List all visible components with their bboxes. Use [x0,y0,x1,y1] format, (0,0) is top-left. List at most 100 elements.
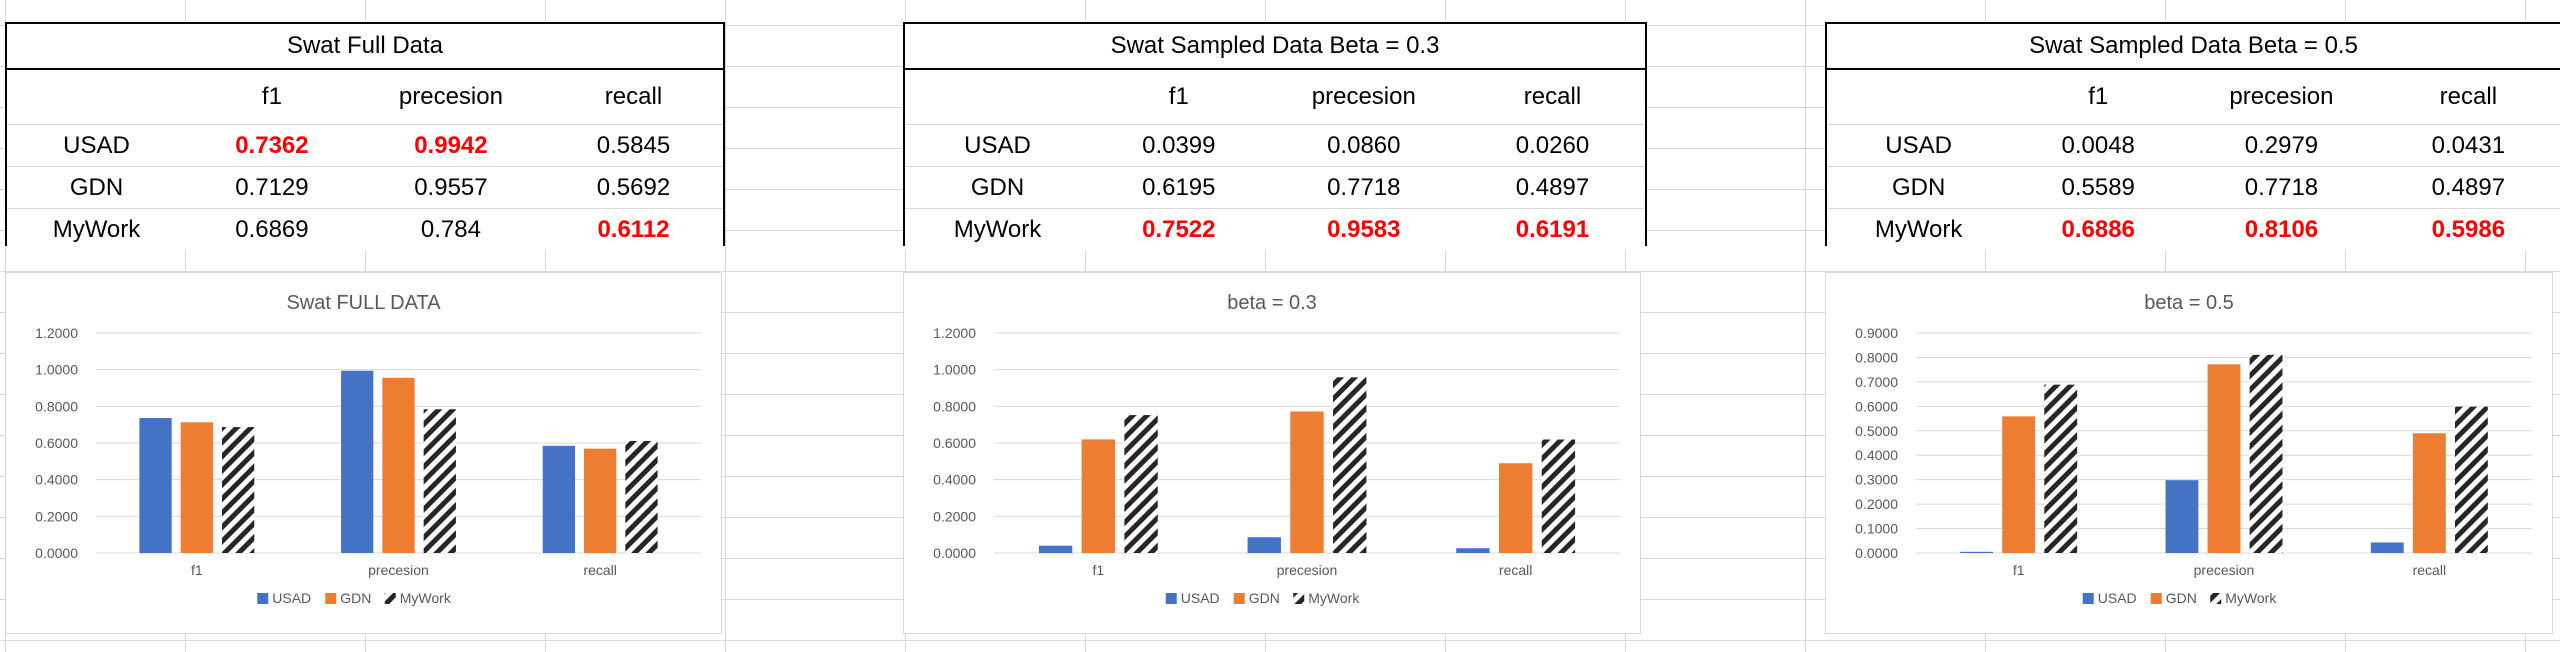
bar-usad [2370,542,2404,553]
table-row: USAD 0.7362 0.9942 0.5845 [7,125,723,167]
chart-beta-0-3: beta = 0.3 0.0000 0.2000 0.4000 0.6000 0.8000… [903,272,1641,634]
legend-swatch-mywork [1293,593,1305,604]
chart-full-data: Swat FULL DATA 0.0000 0.2000 0.4000 0.6000 0.… [5,272,722,634]
chart-beta-0-5: beta = 0.5 0.0000 0.1000 0.2000 0.3000 0.4000… [1825,272,2553,634]
bar-gdn [2412,433,2446,553]
y-tick-label: 1.2000 [35,325,78,341]
table-cell: 0.0260 [1515,131,1590,159]
table-row: GDN 0.5589 0.7718 0.4897 [1827,167,2560,209]
y-tick-label: 0.1000 [1855,521,1898,537]
y-tick-label: 1.0000 [933,362,976,378]
bar-gdn [180,422,213,553]
chart-title: beta = 0.5 [2144,292,2234,314]
chart-title: beta = 0.3 [1227,292,1317,314]
bar-mywork [2454,406,2488,553]
table-cell: 0.0860 [1327,131,1401,159]
legend-swatch-usad [1165,593,1177,604]
legend-swatch-usad [2082,593,2094,604]
y-tick-label: 0.8000 [1855,349,1898,365]
row-label: USAD [964,131,1031,159]
legend-swatch-gdn [1233,593,1245,604]
table-cell: 0.6195 [1142,173,1216,201]
table-cell: 0.4897 [1515,173,1590,201]
table-cell: 0.5589 [2061,173,2135,201]
table-title: Swat Full Data [7,24,723,70]
header-cell: precesion [398,83,503,110]
table-header-row: f1 precesion recall [905,70,1645,125]
table-cell: 0.9942 [414,131,488,159]
y-tick-label: 0.6000 [1855,398,1898,414]
bar-usad [341,370,374,553]
y-tick-label: 0.9000 [1855,325,1898,341]
header-cell: recall [2439,83,2498,110]
legend-label: USAD [2098,590,2137,606]
x-tick-label: recall [1499,562,1532,578]
results-table-full: Swat Full Data f1 precesion recall USAD … [5,22,725,250]
bar-gdn [2002,416,2036,553]
table-title: Swat Sampled Data Beta = 0.3 [905,24,1645,70]
table-row: USAD 0.0048 0.2979 0.0431 [1827,125,2560,167]
table-row: MyWork 0.7522 0.9583 0.6191 [905,209,1645,250]
table-cell: 0.7718 [1327,173,1401,201]
row-label: MyWork [953,215,1042,243]
y-tick-label: 0.8000 [35,398,78,414]
row-label: USAD [63,131,130,159]
y-tick-label: 0.2000 [1855,496,1898,512]
y-tick-label: 0.4000 [933,472,976,488]
legend-label: MyWork [400,590,452,606]
header-cell: precesion [1311,83,1416,110]
y-tick-label: 0.6000 [35,435,78,451]
legend-label: GDN [1249,590,1280,606]
bar-gdn [1081,439,1116,553]
table-row: MyWork 0.6886 0.8106 0.5986 [1827,209,2560,250]
x-tick-label: precesion [368,562,429,578]
table-cell: 0.7718 [2244,173,2319,201]
bar-usad [139,418,172,553]
y-tick-label: 0.4000 [1855,447,1898,463]
bar-mywork [2044,384,2078,553]
table-cell: 0.6112 [597,215,670,243]
table-cell: 0.5845 [596,131,671,159]
table-cell: 0.8106 [2244,215,2319,243]
legend-swatch-usad [257,593,269,604]
header-cell: f1 [2088,83,2109,110]
bar-gdn [1290,411,1324,553]
x-tick-label: f1 [191,562,203,578]
table-cell: 0.784 [420,215,481,243]
y-tick-label: 1.2000 [933,325,976,341]
table-cell: 0.5986 [2431,215,2506,243]
y-tick-label: 0.5000 [1855,423,1898,439]
bar-mywork [625,440,658,553]
table-cell: 0.0431 [2431,131,2506,159]
table-cell: 0.9557 [414,173,488,201]
row-label: USAD [1885,131,1952,159]
table-row: GDN 0.6195 0.7718 0.4897 [905,167,1645,209]
x-tick-label: recall [583,562,616,578]
x-tick-label: f1 [2013,562,2025,578]
bar-mywork [222,427,255,553]
row-label: GDN [970,173,1025,201]
bar-gdn [382,377,415,553]
x-tick-label: recall [2413,562,2446,578]
y-tick-label: 0.3000 [1855,472,1898,488]
legend-swatch-mywork [384,593,396,604]
table-cell: 0.5692 [596,173,671,201]
table-header-row: f1 precesion recall [1827,70,2560,125]
x-tick-label: f1 [1092,562,1104,578]
bar-mywork [1124,415,1158,553]
legend-label: GDN [2166,590,2197,606]
bar-gdn [1498,463,1533,553]
table-cell: 0.2979 [2244,131,2319,159]
header-cell: precesion [2229,83,2334,110]
legend-label: USAD [1181,590,1220,606]
row-label: MyWork [1874,215,1963,243]
header-cell: f1 [1168,83,1189,110]
table-cell: 0.9583 [1327,215,1401,243]
legend-label: MyWork [2225,590,2277,606]
x-tick-label: precesion [1277,562,1338,578]
table-cell: 0.4897 [2431,173,2506,201]
bar-gdn [2207,364,2241,553]
row-label: GDN [69,173,124,201]
y-tick-label: 0.4000 [35,472,78,488]
table-title: Swat Sampled Data Beta = 0.5 [1827,24,2560,70]
